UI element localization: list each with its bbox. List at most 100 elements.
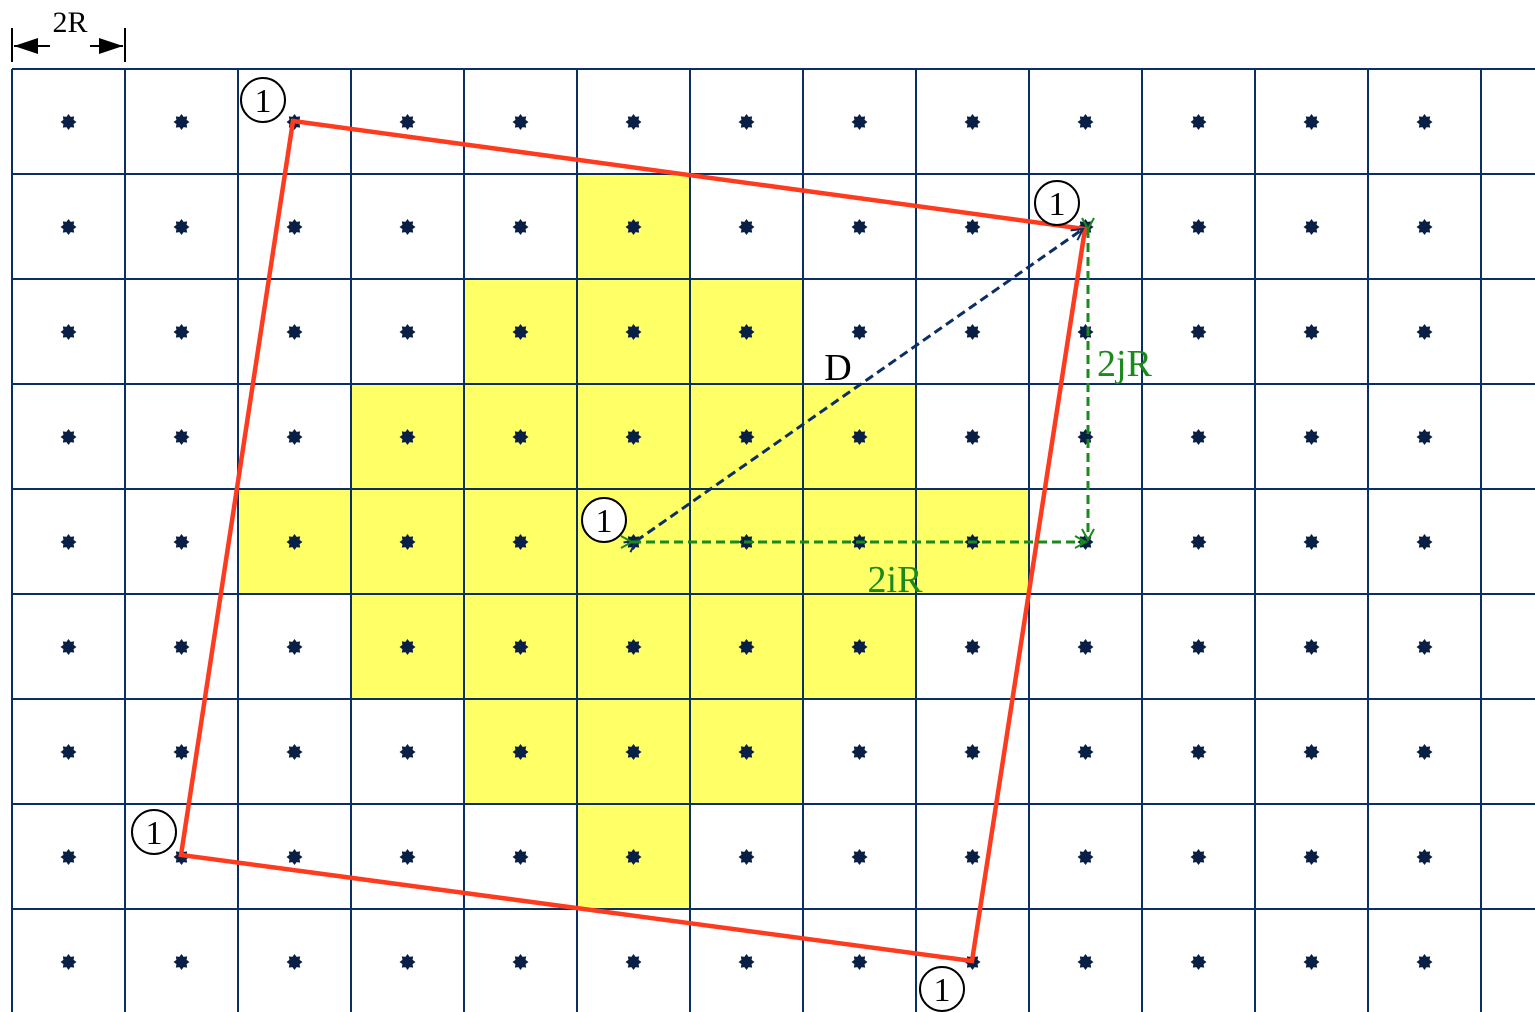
cell-center-dot <box>399 534 416 550</box>
cell-center-dot <box>625 744 642 760</box>
co-channel-marker-label: 1 <box>1049 186 1066 223</box>
cell-center-dot <box>173 534 190 550</box>
cell-center-dot <box>1416 744 1433 760</box>
cell-center-dot <box>173 744 190 760</box>
cell-center-dot <box>1303 429 1320 445</box>
reuse-boundary <box>178 118 1088 964</box>
cell-center-dot <box>851 429 868 445</box>
cell-center-dot <box>738 744 755 760</box>
cell-center-dot <box>1303 639 1320 655</box>
cell-center-dot <box>1416 954 1433 970</box>
co-channel-marker-label: 1 <box>146 815 163 852</box>
cell-center-dot <box>1190 324 1207 340</box>
cell-center-dot <box>964 744 981 760</box>
cell-center-dot <box>1416 849 1433 865</box>
cell-center-dot <box>512 744 529 760</box>
cell-center-dot <box>60 324 77 340</box>
cell-center-dot <box>1303 954 1320 970</box>
cell-center-dot <box>1190 954 1207 970</box>
scale-label: 2R <box>52 6 87 39</box>
co-channel-marker: 1 <box>581 497 627 543</box>
cell-center-dot <box>625 429 642 445</box>
cell-center-dot <box>851 324 868 340</box>
cell-center-dot <box>286 639 303 655</box>
cell-center-dot <box>1077 324 1094 340</box>
cell-center-dot <box>1303 219 1320 235</box>
cell-center-dot <box>851 114 868 130</box>
cell-center-dot <box>1190 114 1207 130</box>
cell-center-dot <box>1416 114 1433 130</box>
cell-center-dot <box>60 849 77 865</box>
cell-center-dot <box>1077 429 1094 445</box>
cell-center-dot <box>1303 114 1320 130</box>
distance-label: D <box>824 347 851 389</box>
cell-center-dot <box>1416 429 1433 445</box>
co-channel-marker: 1 <box>240 77 286 123</box>
co-channel-marker-label: 1 <box>255 83 272 120</box>
cell-center-dot <box>399 639 416 655</box>
cell-center-dot <box>173 954 190 970</box>
cell-center-dot <box>512 219 529 235</box>
cell-center-dot <box>625 849 642 865</box>
cell-center-dot <box>1303 534 1320 550</box>
cell-center-dot <box>286 954 303 970</box>
cell-center-dot <box>512 639 529 655</box>
cell-center-dot <box>738 429 755 445</box>
cell-center-dot <box>1190 744 1207 760</box>
cell-center-dot <box>1303 744 1320 760</box>
cell-center-dot <box>60 639 77 655</box>
cell-center-dot <box>1303 849 1320 865</box>
cell-center-dot <box>60 114 77 130</box>
cell-center-dot <box>1190 219 1207 235</box>
cell-center-dot <box>286 219 303 235</box>
cell-center-dot <box>1190 429 1207 445</box>
cell-center-dot <box>399 219 416 235</box>
cell-center-dot <box>1416 639 1433 655</box>
cell-center-dot <box>738 849 755 865</box>
cell-center-dot <box>738 219 755 235</box>
cell-center-dot <box>173 114 190 130</box>
cell-center-dot <box>399 954 416 970</box>
cell-center-dot <box>60 744 77 760</box>
cell-center-dot <box>851 639 868 655</box>
cell-center-dot <box>851 219 868 235</box>
cell-center-dot <box>173 219 190 235</box>
cell-center-dot <box>399 114 416 130</box>
cell-center-dot <box>1077 639 1094 655</box>
cell-center-dot <box>1190 849 1207 865</box>
cell-center-dot <box>286 744 303 760</box>
cell-center-dot <box>851 849 868 865</box>
cell-center-dot <box>964 429 981 445</box>
cell-center-dot <box>512 324 529 340</box>
i-component-label: 2iR <box>868 559 924 601</box>
cell-center-dot <box>1077 849 1094 865</box>
cell-center-dot <box>738 639 755 655</box>
cell-center-dot <box>60 219 77 235</box>
cell-center-dot <box>1190 639 1207 655</box>
cell-center-dot <box>1077 744 1094 760</box>
cell-center-dot <box>286 324 303 340</box>
cell-center-dot <box>625 219 642 235</box>
cell-center-dot <box>1077 954 1094 970</box>
cell-center-dot <box>60 429 77 445</box>
cell-center-dot <box>399 744 416 760</box>
scale-indicator: 2R <box>11 6 126 62</box>
cell-center-dot <box>851 744 868 760</box>
cell-center-dot <box>512 429 529 445</box>
cell-center-dot <box>964 639 981 655</box>
cell-center-dot <box>625 324 642 340</box>
cell-center-dot <box>399 324 416 340</box>
cell-center-dot <box>964 849 981 865</box>
cell-center-dot <box>512 114 529 130</box>
cell-center-dot <box>625 639 642 655</box>
cell-center-dot <box>625 114 642 130</box>
cell-center-dot <box>60 534 77 550</box>
cell-center-dot <box>851 954 868 970</box>
cell-center-dot <box>964 114 981 130</box>
co-channel-marker: 1 <box>131 809 177 855</box>
cell-center-dot <box>173 324 190 340</box>
co-channel-marker-label: 1 <box>934 972 951 1009</box>
co-channel-marker-label: 1 <box>596 503 613 540</box>
cell-center-dot <box>512 534 529 550</box>
